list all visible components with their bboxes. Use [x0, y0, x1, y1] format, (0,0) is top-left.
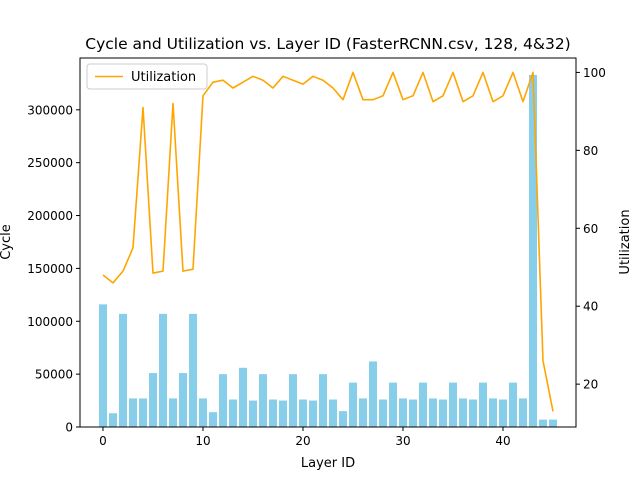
bar-layer-25 — [349, 382, 357, 427]
x-tick-label: 10 — [195, 434, 210, 448]
y2-tick-label: 40 — [583, 300, 598, 314]
bar-layer-28 — [379, 399, 387, 427]
bar-layer-41 — [509, 382, 517, 427]
bar-layer-7 — [169, 398, 177, 427]
x-tick-label: 0 — [99, 434, 107, 448]
x-tick-label: 30 — [395, 434, 410, 448]
bar-layer-16 — [259, 374, 267, 427]
bar-layer-13 — [229, 399, 237, 427]
utilization-line-layer — [102, 71, 554, 412]
bar-layer-6 — [159, 313, 167, 427]
y-tick-label: 50000 — [35, 368, 73, 382]
legend: Utilization — [86, 63, 208, 90]
bars-layer — [99, 74, 557, 428]
bar-layer-3 — [129, 398, 137, 427]
y2-axis-label: Utilization — [618, 209, 633, 274]
bar-layer-33 — [429, 398, 437, 427]
bar-layer-8 — [179, 373, 187, 427]
plot-frame — [79, 57, 577, 428]
bar-layer-39 — [489, 398, 497, 427]
y-tick-label: 200000 — [27, 209, 73, 223]
bar-layer-19 — [289, 374, 297, 427]
bar-layer-31 — [409, 399, 417, 427]
x-tick-label: 20 — [295, 434, 310, 448]
bar-layer-45 — [549, 419, 557, 427]
bar-layer-15 — [249, 400, 257, 427]
bar-layer-10 — [199, 398, 207, 427]
x-axis: 0 10 20 30 40 — [99, 427, 511, 448]
bar-layer-37 — [469, 399, 477, 427]
bar-layer-36 — [459, 398, 467, 427]
y-tick-label: 150000 — [27, 262, 73, 276]
y-axis-left: 0 50000 100000 150000 200000 250000 300000 — [27, 103, 80, 435]
y2-tick-label: 80 — [583, 144, 598, 158]
bar-layer-4 — [139, 398, 147, 427]
bar-layer-44 — [539, 419, 547, 427]
bar-layer-42 — [519, 398, 527, 427]
bar-layer-1 — [109, 413, 117, 427]
y2-tick-label: 20 — [583, 378, 598, 392]
bar-layer-21 — [309, 400, 317, 427]
bar-layer-18 — [279, 400, 287, 427]
bar-layer-12 — [219, 374, 227, 427]
y-axis-right: 20 40 60 80 100 — [576, 66, 606, 392]
bar-layer-30 — [399, 398, 407, 427]
x-axis-label: Layer ID — [301, 456, 355, 471]
bar-layer-40 — [499, 399, 507, 427]
bar-layer-2 — [119, 313, 127, 427]
chart-title: Cycle and Utilization vs. Layer ID (Fast… — [85, 35, 570, 53]
legend-label-utilization: Utilization — [131, 70, 196, 85]
y2-tick-label: 100 — [583, 66, 606, 80]
bar-layer-0 — [99, 304, 107, 427]
x-tick-label: 40 — [495, 434, 510, 448]
bar-layer-29 — [389, 382, 397, 427]
bar-layer-20 — [299, 399, 307, 427]
y-tick-label: 0 — [65, 421, 73, 435]
y-tick-label: 250000 — [27, 156, 73, 170]
bar-layer-27 — [369, 361, 377, 427]
utilization-line — [102, 71, 554, 412]
bar-layer-23 — [329, 399, 337, 427]
bar-layer-5 — [149, 373, 157, 427]
bar-layer-32 — [419, 382, 427, 427]
bar-layer-35 — [449, 382, 457, 427]
bar-layer-24 — [339, 411, 347, 427]
bar-layer-14 — [239, 367, 247, 427]
bar-layer-34 — [439, 399, 447, 427]
bar-layer-17 — [269, 399, 277, 427]
bar-layer-26 — [359, 398, 367, 427]
bar-layer-38 — [479, 382, 487, 427]
bar-layer-22 — [319, 374, 327, 427]
bar-layer-43 — [529, 74, 537, 428]
y-axis-label: Cycle — [0, 224, 14, 260]
bar-layer-11 — [209, 412, 217, 427]
bar-layer-9 — [189, 313, 197, 427]
legend-box — [86, 63, 208, 90]
y2-tick-label: 60 — [583, 222, 598, 236]
y-tick-label: 300000 — [27, 103, 73, 117]
y-tick-label: 100000 — [27, 315, 73, 329]
